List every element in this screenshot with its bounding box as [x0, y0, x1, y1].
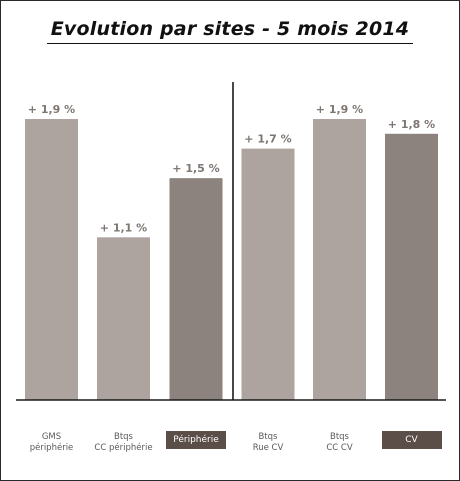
- bars-group: + 1,9 % + 1,1 % + 1,5 % + 1,7 % + 1,9 % + 1,8…: [25, 103, 438, 400]
- category-label: Btqs Rue CV: [252, 432, 284, 453]
- bar-btqs-cc-cv: [313, 119, 366, 400]
- data-label: + 1,9 %: [316, 103, 363, 116]
- category-label: Périphérie: [166, 431, 226, 449]
- data-label: + 1,7 %: [244, 133, 291, 146]
- chart-title: Evolution par sites - 5 mois 2014: [46, 18, 414, 44]
- title-container: Evolution par sites - 5 mois 2014: [0, 18, 460, 44]
- bar-btqs-rue-cv: [241, 148, 295, 400]
- data-label: + 1,5 %: [172, 162, 219, 175]
- bar-cv: [385, 133, 438, 400]
- category-label: Btqs CC périphérie: [94, 432, 153, 453]
- data-label: + 1,1 %: [100, 221, 147, 234]
- bar-gms-périphérie: [25, 119, 78, 400]
- bar-périphérie: [169, 178, 223, 400]
- bar-btqs-cc-périphérie: [97, 237, 150, 400]
- category-label: CV: [381, 431, 442, 449]
- data-label: + 1,9 %: [28, 103, 75, 116]
- category-label: GMS périphérie: [29, 432, 74, 453]
- data-label: + 1,8 %: [388, 118, 435, 131]
- category-label: Btqs CC CV: [326, 432, 353, 453]
